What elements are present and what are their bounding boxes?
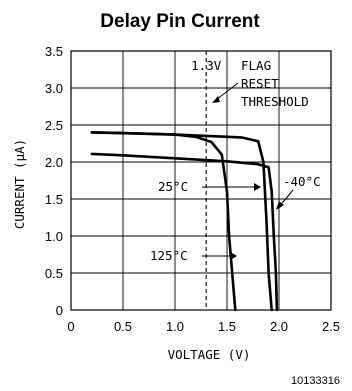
y-axis-label: CURRENT (μA)	[12, 139, 27, 229]
x-tick-label: 0	[67, 319, 74, 334]
series-line-125c	[90, 152, 279, 312]
x-axis-ticks: 0 0.5 1.0 1.5 2.0 2.5	[67, 319, 340, 334]
x-tick-label: 0.5	[114, 319, 132, 334]
series-label-minus-40c: -40°C	[283, 174, 321, 189]
flag-arrowhead	[212, 96, 220, 103]
y-tick-label: 3.5	[45, 44, 63, 59]
minus-40c-arrowhead	[276, 201, 284, 210]
y-tick-label: 3.0	[45, 81, 63, 96]
x-tick-label: 2.0	[270, 319, 288, 334]
x-tick-label: 1.5	[218, 319, 236, 334]
y-tick-label: 0.5	[45, 266, 63, 281]
y-axis-ticks: 0 0.5 1.0 1.5 2.0 2.5 3.0 3.5	[45, 44, 63, 318]
y-tick-label: 2.5	[45, 118, 63, 133]
series-label-125c: 125°C	[150, 248, 188, 263]
chart-grid	[71, 51, 331, 310]
y-tick-label: 2.0	[45, 155, 63, 170]
y-tick-label: 1.0	[45, 229, 63, 244]
25c-arrowhead	[254, 183, 261, 191]
x-axis-label: VOLTAGE (V)	[168, 347, 251, 362]
series-label-25c: 25°C	[158, 179, 188, 194]
125c-arrowhead	[230, 252, 237, 260]
plot-frame	[70, 50, 332, 311]
flag-label-line-2: RESET	[241, 76, 279, 91]
x-tick-label: 1.0	[166, 319, 184, 334]
figure-code: 10133316	[291, 375, 340, 387]
series-line-25c	[90, 131, 237, 312]
flag-leader-line	[215, 82, 239, 101]
y-tick-label: 0	[56, 303, 63, 318]
flag-label-line-3: THRESHOLD	[241, 94, 309, 109]
flag-label-line-1: FLAG	[241, 58, 271, 73]
y-tick-label: 1.5	[45, 192, 63, 207]
x-tick-label: 2.5	[322, 319, 340, 334]
series-curves	[90, 131, 279, 312]
chart-title: Delay Pin Current	[100, 11, 260, 32]
reference-line-label: 1.3V	[191, 58, 222, 73]
